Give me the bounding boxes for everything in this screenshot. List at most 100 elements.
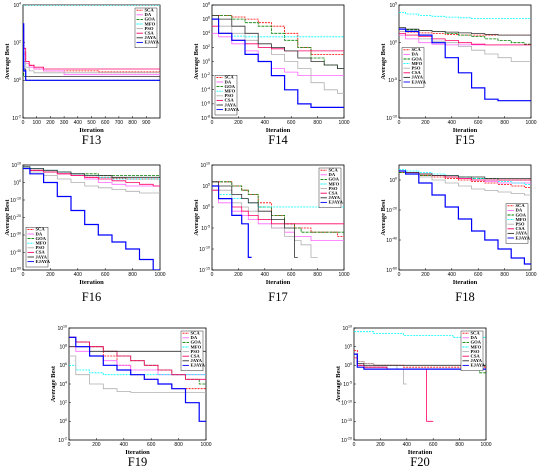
series-line-sca	[212, 15, 344, 55]
series-line-ejaya	[399, 170, 531, 265]
panel-title: F13	[82, 133, 101, 147]
x-axis-label: Iteration	[266, 127, 291, 134]
legend-label-jaya: JAYA	[516, 231, 528, 236]
x-tick-label: 0	[211, 272, 214, 278]
x-tick-label: 400	[261, 272, 270, 278]
series-line-jaya	[212, 15, 344, 69]
x-tick-label: 0	[398, 272, 401, 278]
y-axis-label: Average Best	[193, 199, 200, 236]
x-tick-label: 0	[22, 272, 25, 278]
legend-label-csa: CSA	[36, 250, 46, 255]
legend-label-jaya: JAYA	[471, 358, 483, 363]
x-tick-label: 0	[353, 442, 356, 448]
y-tick-label: 10-2	[201, 72, 210, 79]
legend-label-pso: PSO	[516, 222, 525, 227]
series-line-da	[23, 36, 160, 76]
x-axis-label: Iteration	[79, 127, 104, 134]
x-tick-label: 800	[313, 272, 322, 278]
x-tick-label: 800	[455, 442, 464, 448]
y-tick-label: 10-5	[201, 225, 210, 232]
x-tick-label: 400	[448, 272, 457, 278]
legend-label-mfo: MFO	[412, 61, 423, 66]
y-axis-label: Average Best	[4, 199, 11, 236]
panel-title: F19	[128, 455, 147, 469]
x-tick-label: 1000	[200, 442, 211, 448]
x-axis-label: Iteration	[453, 279, 478, 286]
y-tick-label: 100	[202, 204, 210, 211]
series-line-csa	[23, 168, 160, 187]
legend-label-sca: SCA	[191, 331, 201, 336]
series-line-ejaya	[399, 28, 531, 102]
y-axis-label: Average Best	[50, 365, 57, 402]
y-tick-label: 108	[59, 343, 67, 350]
y-axis-label: Average Best	[193, 43, 200, 80]
y-tick-label: 105	[202, 183, 210, 190]
series-line-csa	[23, 27, 160, 70]
y-tick-label: 104	[59, 381, 67, 388]
y-tick-label: 102	[13, 39, 21, 46]
x-tick-label: 0	[398, 120, 401, 126]
series-line-pso	[23, 42, 160, 74]
series-line-pso	[399, 31, 531, 62]
legend-label-pso: PSO	[225, 93, 234, 98]
subplot-f15: 0 200 400 600 800 1000 10-10 10-5 100 105 Iteratio…	[380, 2, 537, 147]
legend-label-csa: CSA	[412, 70, 422, 75]
x-axis-label: Iteration	[79, 279, 104, 286]
legend-label-ejaya: EJAYA	[329, 200, 344, 205]
legend-label-da: DA	[471, 335, 478, 340]
legend-label-da: DA	[225, 79, 232, 84]
subplot-f19: 0 200 400 600 800 1000 10-2 100 102 104 106 108 1010…	[50, 325, 212, 469]
x-tick-label: 600	[474, 120, 483, 126]
panel-title: F17	[268, 290, 287, 304]
legend-label-sca: SCA	[329, 168, 339, 173]
x-tick-label: 100	[33, 120, 42, 126]
x-tick-label: 400	[261, 120, 270, 126]
panel-title: F14	[268, 133, 288, 147]
y-axis-label: Average Best	[380, 43, 387, 80]
x-tick-label: 600	[287, 120, 296, 126]
series-line-jaya	[354, 353, 486, 366]
x-axis-label: Iteration	[453, 127, 478, 134]
legend-label-da: DA	[412, 52, 419, 57]
y-tick-label: 10-10	[341, 399, 352, 406]
legend-label-jaya: JAYA	[225, 102, 237, 107]
x-tick-label: 500	[87, 120, 96, 126]
y-tick-label: 10-10	[199, 246, 210, 253]
y-tick-label: 10-40	[386, 237, 397, 244]
panel-title: F15	[455, 133, 474, 147]
series-line-mfo	[212, 189, 344, 208]
y-tick-label: 10-20	[10, 214, 21, 221]
legend-label-mfo: MFO	[191, 344, 202, 349]
axes-frame	[398, 164, 532, 271]
x-tick-label: 800	[128, 272, 137, 278]
y-tick-label: 10-60	[386, 267, 397, 274]
x-tick-label: 1000	[480, 442, 491, 448]
legend-label-csa: CSA	[145, 31, 155, 36]
y-tick-label: 10-10	[386, 115, 397, 122]
legend-label-mfo: MFO	[36, 241, 47, 246]
legend-label-jaya: JAYA	[191, 358, 203, 363]
legend-label-pso: PSO	[191, 349, 200, 354]
y-tick-label: 10-40	[10, 249, 21, 256]
y-axis-label: Average Best	[4, 43, 11, 80]
legend-label-sca: SCA	[36, 227, 46, 232]
subplot-f20: 0 200 400 600 800 1000 10-20 10-15 10-10 10-5 100 1…	[335, 325, 492, 469]
x-tick-label: 800	[128, 120, 137, 126]
y-axis-label: Average Best	[380, 199, 387, 236]
y-axis-label: Average Best	[335, 365, 342, 402]
legend-label-goa: GOA	[225, 84, 236, 89]
legend-label-da: DA	[329, 172, 336, 177]
axes-frame	[211, 164, 345, 271]
series-line-mfo	[354, 331, 486, 338]
x-tick-label: 400	[74, 120, 83, 126]
legend-label-sca: SCA	[225, 75, 235, 80]
y-tick-label: 10-20	[341, 437, 352, 444]
y-tick-label: 106	[59, 362, 67, 369]
legend-label-goa: GOA	[516, 212, 527, 217]
x-tick-label: 600	[101, 120, 110, 126]
subplot-f14: 0 200 400 600 800 1000 10-8 10-6 10-4 10-2 100 102 1…	[193, 2, 350, 147]
legend-label-pso: PSO	[412, 66, 421, 71]
y-tick-label: 104	[13, 2, 21, 9]
series-line-ejaya	[212, 185, 252, 258]
